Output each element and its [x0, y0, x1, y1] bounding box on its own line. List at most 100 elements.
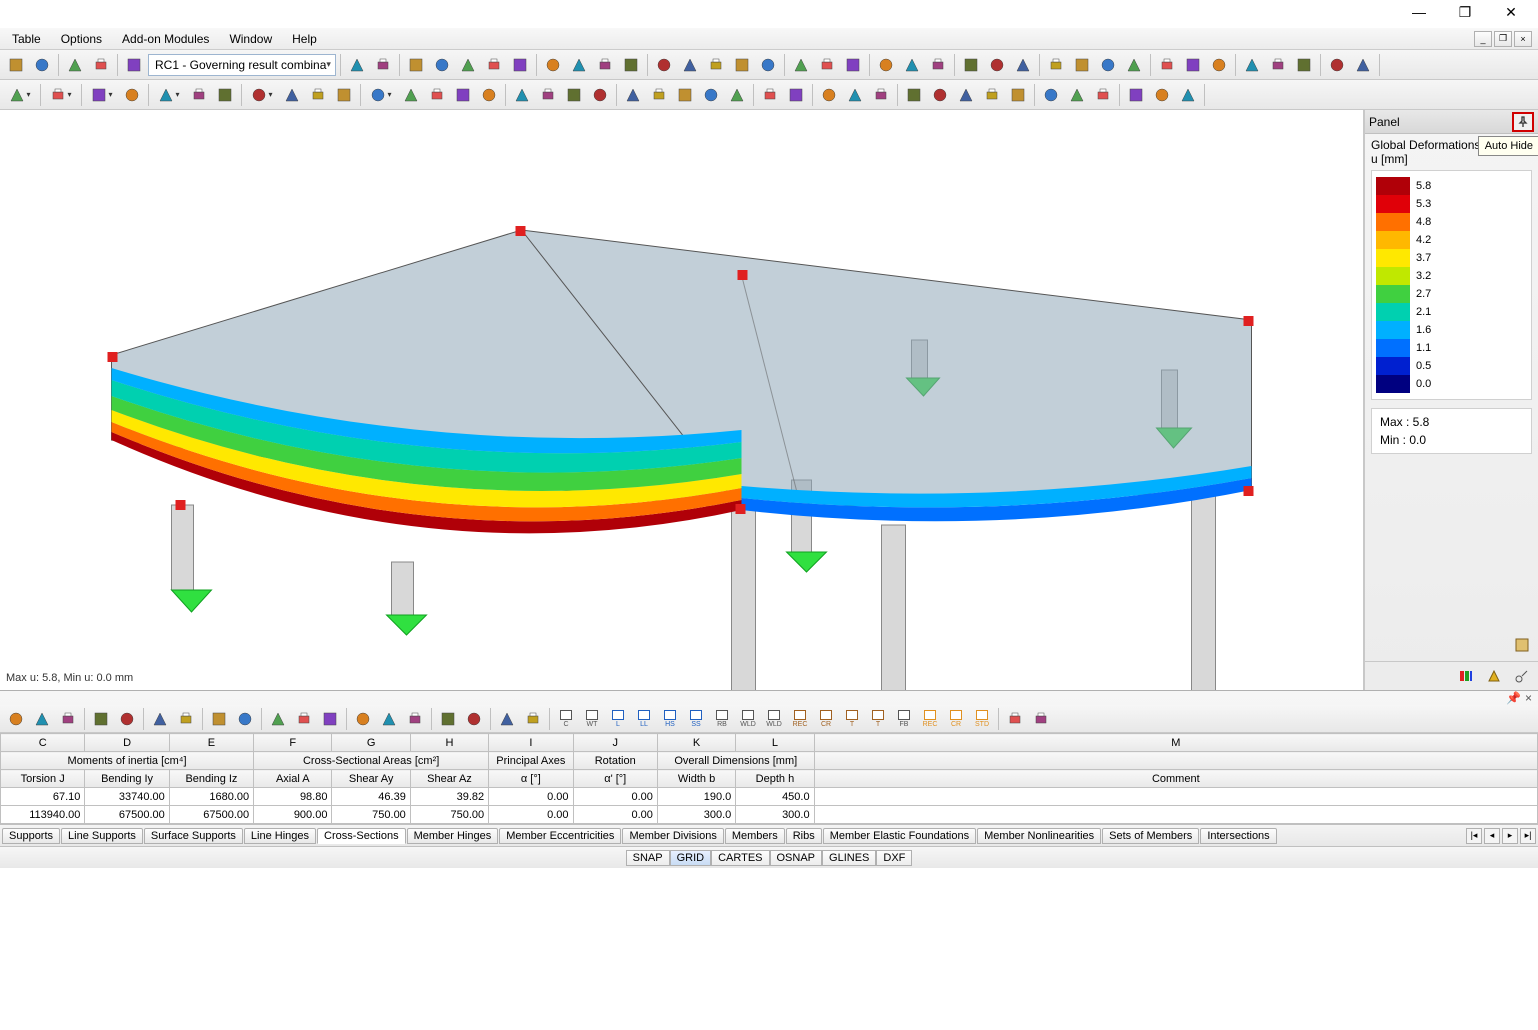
toolbar-button[interactable]	[451, 83, 475, 107]
toolbar-button[interactable]	[207, 707, 231, 731]
table-tab[interactable]: Surface Supports	[144, 828, 243, 844]
toolbar-button[interactable]	[1155, 53, 1179, 77]
toolbar-button[interactable]	[621, 83, 645, 107]
column-header[interactable]: Shear Az	[410, 770, 488, 788]
section-icon[interactable]: FB	[892, 707, 916, 731]
col-letter[interactable]: K	[657, 734, 735, 752]
table-tab[interactable]: Line Supports	[61, 828, 143, 844]
col-letter[interactable]: H	[410, 734, 488, 752]
group-header[interactable]: Moments of inertia [cm⁴]	[1, 752, 254, 770]
toolbar-button[interactable]	[521, 707, 545, 731]
toolbar-button[interactable]	[678, 53, 702, 77]
status-toggle-cartes[interactable]: CARTES	[711, 850, 769, 866]
column-header[interactable]: Torsion J	[1, 770, 85, 788]
section-icon[interactable]: REC	[918, 707, 942, 731]
toolbar-button[interactable]	[784, 83, 808, 107]
toolbar-button[interactable]	[869, 83, 893, 107]
cell[interactable]: 0.00	[489, 806, 573, 824]
column-header[interactable]: Comment	[814, 770, 1537, 788]
toolbar-button[interactable]: ▾	[86, 83, 118, 107]
toolbar-button[interactable]	[928, 83, 952, 107]
toolbar-button[interactable]	[403, 707, 427, 731]
toolbar-button[interactable]	[959, 53, 983, 77]
toolbar-button[interactable]	[1124, 83, 1148, 107]
section-icon[interactable]: LL	[632, 707, 656, 731]
section-icon[interactable]: RB	[710, 707, 734, 731]
toolbar-button[interactable]	[536, 83, 560, 107]
toolbar-button[interactable]	[902, 83, 926, 107]
toolbar-button[interactable]	[1065, 83, 1089, 107]
tab-scroll-button[interactable]: ◂	[1484, 828, 1500, 844]
toolbar-button[interactable]	[789, 53, 813, 77]
toolbar-button[interactable]	[1176, 83, 1200, 107]
toolbar-button[interactable]	[1070, 53, 1094, 77]
toolbar-button[interactable]	[436, 707, 460, 731]
toolbar-button[interactable]	[233, 707, 257, 731]
toolbar-button[interactable]	[980, 83, 1004, 107]
group-header[interactable]: Rotation	[573, 752, 657, 770]
status-toggle-snap[interactable]: SNAP	[626, 850, 670, 866]
toolbar-button[interactable]	[562, 83, 586, 107]
cell[interactable]: 450.0	[736, 788, 814, 806]
cell[interactable]: 67.10	[1, 788, 85, 806]
table-tab[interactable]: Member Elastic Foundations	[823, 828, 976, 844]
cell[interactable]: 300.0	[736, 806, 814, 824]
menu-help[interactable]: Help	[284, 30, 325, 48]
window-minimize[interactable]: —	[1396, 0, 1442, 24]
toolbar-button[interactable]	[985, 53, 1009, 77]
toolbar-button[interactable]	[404, 53, 428, 77]
toolbar-button[interactable]	[351, 707, 375, 731]
column-header[interactable]: Width b	[657, 770, 735, 788]
panel-view-2[interactable]	[1482, 664, 1506, 688]
toolbar-button[interactable]	[1003, 707, 1027, 731]
toolbar-button[interactable]	[30, 53, 54, 77]
cell[interactable]: 46.39	[332, 788, 410, 806]
toolbar-button[interactable]	[1351, 53, 1375, 77]
toolbar-button[interactable]	[756, 53, 780, 77]
toolbar-button[interactable]	[63, 53, 87, 77]
cell[interactable]: 1680.00	[169, 788, 253, 806]
table-tab[interactable]: Member Nonlinearities	[977, 828, 1101, 844]
toolbar-button[interactable]	[1150, 83, 1174, 107]
section-icon[interactable]: L	[606, 707, 630, 731]
menu-window[interactable]: Window	[221, 30, 280, 48]
section-icon[interactable]: STD	[970, 707, 994, 731]
toolbar-button[interactable]	[425, 83, 449, 107]
toolbar-button[interactable]	[377, 707, 401, 731]
toolbar-button[interactable]	[588, 83, 612, 107]
tab-scroll-button[interactable]: |◂	[1466, 828, 1482, 844]
toolbar-button[interactable]	[292, 707, 316, 731]
toolbar-button[interactable]	[495, 707, 519, 731]
cell[interactable]: 750.00	[332, 806, 410, 824]
toolbar-button[interactable]	[318, 707, 342, 731]
status-toggle-osnap[interactable]: OSNAP	[770, 850, 823, 866]
toolbar-button[interactable]	[1044, 53, 1068, 77]
group-header[interactable]: Overall Dimensions [mm]	[657, 752, 814, 770]
tab-scroll-button[interactable]: ▸	[1502, 828, 1518, 844]
toolbar-button[interactable]	[430, 53, 454, 77]
toolbar-button[interactable]	[332, 83, 356, 107]
toolbar-button[interactable]	[926, 53, 950, 77]
toolbar-button[interactable]	[841, 53, 865, 77]
toolbar-button[interactable]	[647, 83, 671, 107]
toolbar-button[interactable]	[619, 53, 643, 77]
toolbar-button[interactable]	[120, 83, 144, 107]
cell[interactable]: 113940.00	[1, 806, 85, 824]
window-maximize[interactable]: ❐	[1442, 0, 1488, 24]
group-header[interactable]: Principal Axes	[489, 752, 573, 770]
panel-tool-1[interactable]	[1510, 633, 1534, 657]
toolbar-button[interactable]	[1096, 53, 1120, 77]
toolbar-button[interactable]	[1266, 53, 1290, 77]
toolbar-button[interactable]: ▾	[153, 83, 185, 107]
table-tab[interactable]: Cross-Sections	[317, 828, 406, 844]
cell[interactable]: 0.00	[573, 788, 657, 806]
toolbar-button[interactable]	[174, 707, 198, 731]
toolbar-button[interactable]	[1091, 83, 1115, 107]
col-letter[interactable]: F	[254, 734, 332, 752]
toolbar-button[interactable]	[1181, 53, 1205, 77]
toolbar-button[interactable]	[345, 53, 369, 77]
toolbar-button[interactable]	[1029, 707, 1053, 731]
toolbar-button[interactable]	[482, 53, 506, 77]
table-tab[interactable]: Members	[725, 828, 785, 844]
toolbar-button[interactable]	[815, 53, 839, 77]
